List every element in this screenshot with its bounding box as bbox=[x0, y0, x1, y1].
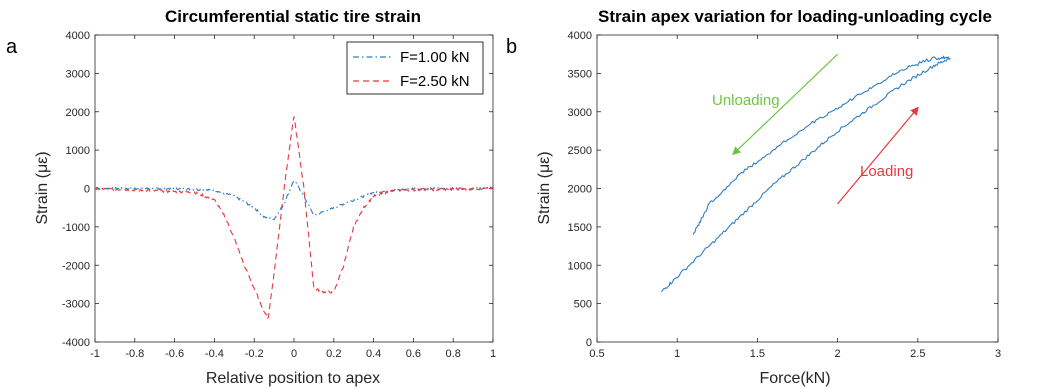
y-tick-label: 4000 bbox=[66, 30, 90, 42]
y-tick-label: 500 bbox=[574, 299, 592, 311]
x-tick-label: -0.2 bbox=[245, 348, 264, 360]
chart-panel-b: b Strain apex variation for loading-unlo… bbox=[506, 7, 1001, 387]
x-tick-label: 0.6 bbox=[406, 348, 421, 360]
panel-label-b: b bbox=[506, 36, 517, 58]
x-axis-label-a: Relative position to apex bbox=[206, 370, 380, 387]
y-tick-label: -3000 bbox=[62, 299, 90, 311]
x-tick-label: 0 bbox=[291, 348, 297, 360]
x-tick-label: 3 bbox=[995, 348, 1001, 360]
y-tick-label: 0 bbox=[586, 337, 592, 349]
y-tick-label: 1000 bbox=[568, 260, 592, 272]
series-line-1 bbox=[94, 179, 494, 221]
y-tick-label: 3000 bbox=[568, 107, 592, 119]
y-tick-label: 2500 bbox=[568, 145, 592, 157]
annotation-arrow bbox=[732, 53, 839, 156]
y-tick-label: 2000 bbox=[66, 107, 90, 119]
y-tick-label: -1000 bbox=[62, 222, 90, 234]
x-tick-label: -0.8 bbox=[125, 348, 144, 360]
series-line-2 bbox=[94, 116, 494, 322]
y-tick-label: -2000 bbox=[62, 260, 90, 272]
x-tick-label: 1.5 bbox=[750, 348, 765, 360]
chart-panel-a: a Circumferential static tire strain Rel… bbox=[6, 7, 496, 387]
annotation-label: Unloading bbox=[712, 92, 780, 109]
x-tick-label: 0.8 bbox=[446, 348, 461, 360]
y-tick-label: 3000 bbox=[66, 68, 90, 80]
legend-item-series-2: F=2.50 kN bbox=[400, 73, 470, 90]
y-tick-label: 4000 bbox=[568, 30, 592, 42]
plot-area-a: -1 -0.8 -0.6 -0.4 -0.2 0 0.2 0.4 0.6 0.8 1 -4000 -30… bbox=[62, 30, 496, 360]
annotation-arrow bbox=[837, 106, 919, 205]
x-tick-label: 2 bbox=[835, 348, 841, 360]
y-tick-label: 0 bbox=[84, 184, 90, 196]
y-tick-label: 3500 bbox=[568, 68, 592, 80]
y-tick-label: 2000 bbox=[568, 184, 592, 196]
x-tick-label: 2.5 bbox=[910, 348, 925, 360]
x-tick-label: 1 bbox=[490, 348, 496, 360]
y-axis-label-b: Strain (με) bbox=[536, 151, 553, 224]
legend-box bbox=[346, 41, 484, 95]
x-tick-label: -0.4 bbox=[205, 348, 224, 360]
legend: F=1.00 kN F=2.50 kN bbox=[346, 41, 484, 95]
axes-box bbox=[596, 34, 999, 343]
x-tick-label: 0.5 bbox=[589, 348, 604, 360]
x-axis-label-b: Force(kN) bbox=[759, 370, 830, 387]
y-tick-label: -4000 bbox=[62, 337, 90, 349]
x-tick-label: -1 bbox=[90, 348, 100, 360]
y-tick-label: 1500 bbox=[568, 222, 592, 234]
annotation-label: Loading bbox=[860, 163, 913, 180]
series-line-1 bbox=[660, 55, 952, 293]
y-tick-label: 1000 bbox=[66, 145, 90, 157]
y-axis-label-a: Strain (με) bbox=[34, 151, 51, 224]
legend-item-series-1: F=1.00 kN bbox=[400, 49, 470, 66]
chart-title-b: Strain apex variation for loading-unload… bbox=[598, 7, 992, 26]
chart-title-a: Circumferential static tire strain bbox=[165, 7, 421, 26]
x-tick-label: 0.2 bbox=[326, 348, 341, 360]
panel-label-a: a bbox=[6, 36, 18, 58]
annotations: Unloading Loading bbox=[712, 53, 919, 205]
x-tick-label: 0.4 bbox=[366, 348, 381, 360]
x-tick-label: -0.6 bbox=[165, 348, 184, 360]
x-tick-label: 1 bbox=[674, 348, 680, 360]
plot-area-b: 0.5 1 1.5 2 2.5 3 0 500 1000 1500 2000 2500 3000 3500… bbox=[568, 30, 1002, 360]
